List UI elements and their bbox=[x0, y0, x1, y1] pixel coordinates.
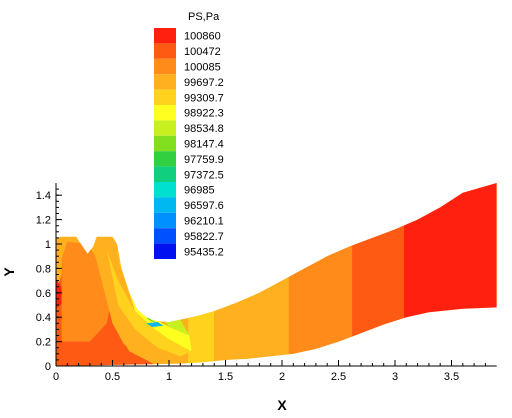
contour-band-3 bbox=[352, 183, 405, 366]
contour-region-6 bbox=[123, 268, 190, 336]
y-tick-label-0: 0 bbox=[45, 361, 51, 373]
legend-label-4: 99309.7 bbox=[184, 92, 224, 104]
x-tick-label-4: 2 bbox=[279, 371, 285, 383]
legend-label-14: 95435.2 bbox=[184, 246, 224, 258]
x-tick-label-5: 2.5 bbox=[331, 371, 346, 383]
legend-swatch-9 bbox=[154, 166, 176, 182]
legend-label-5: 98922.3 bbox=[184, 108, 224, 120]
legend-label-10: 96985 bbox=[184, 185, 215, 197]
y-tick-label-4: 0.8 bbox=[36, 263, 51, 275]
contour-region-5 bbox=[112, 240, 192, 352]
contour-region-8 bbox=[146, 322, 164, 327]
legend-label-7: 98147.4 bbox=[184, 139, 224, 151]
legend-swatch-12 bbox=[154, 212, 176, 229]
contour-band-4 bbox=[404, 183, 497, 366]
y-axis-title: Y bbox=[1, 267, 17, 277]
legend-swatch-6 bbox=[154, 120, 176, 136]
x-tick-label-1: 0.5 bbox=[105, 371, 120, 383]
y-tick-label-5: 1 bbox=[45, 239, 51, 251]
legend-label-13: 95822.7 bbox=[184, 231, 224, 243]
contour-band-2 bbox=[288, 183, 353, 366]
y-tick-label-6: 1.2 bbox=[36, 215, 51, 227]
contour-region-3 bbox=[92, 244, 181, 366]
contour-region-4 bbox=[106, 250, 192, 357]
legend-label-6: 98534.8 bbox=[184, 123, 224, 135]
contour-field bbox=[56, 183, 497, 366]
legend-swatch-1 bbox=[154, 43, 176, 59]
x-tick-label-7: 3.5 bbox=[444, 371, 459, 383]
legend-swatch-8 bbox=[154, 151, 176, 167]
y-tick-label-7: 1.4 bbox=[36, 190, 51, 202]
legend-swatch-14 bbox=[154, 243, 176, 259]
legend-title: PS,Pa bbox=[188, 11, 220, 23]
x-tick-label-3: 1.5 bbox=[218, 371, 233, 383]
legend-swatch-13 bbox=[154, 228, 176, 244]
legend-label-9: 97372.5 bbox=[184, 169, 224, 181]
x-tick-label-0: 0 bbox=[53, 371, 59, 383]
legend-label-1: 100472 bbox=[184, 46, 221, 58]
legend-label-12: 96210.1 bbox=[184, 216, 224, 228]
legend-label-0: 100860 bbox=[184, 31, 221, 43]
x-axis-title: X bbox=[277, 397, 287, 413]
x-tick-label-2: 1 bbox=[166, 371, 172, 383]
legend-swatch-5 bbox=[154, 105, 176, 121]
legend-label-3: 99697.2 bbox=[184, 77, 224, 89]
y-tick-label-1: 0.2 bbox=[36, 337, 51, 349]
legend-swatch-0 bbox=[154, 28, 176, 44]
legend-swatch-4 bbox=[154, 89, 176, 105]
contour-band-1 bbox=[214, 183, 289, 366]
y-tick-label-2: 0.4 bbox=[36, 312, 51, 324]
y-tick-label-3: 0.6 bbox=[36, 288, 51, 300]
contour-region-1 bbox=[56, 278, 63, 309]
legend-swatch-11 bbox=[154, 197, 176, 213]
legend-label-11: 96597.6 bbox=[184, 200, 224, 212]
legend-swatch-7 bbox=[154, 135, 176, 152]
legend-label-8: 97759.9 bbox=[184, 154, 224, 166]
legend-swatch-10 bbox=[154, 182, 176, 198]
legend-swatch-3 bbox=[154, 74, 176, 90]
legend-swatch-2 bbox=[154, 58, 176, 75]
legend-label-2: 100085 bbox=[184, 62, 221, 74]
x-tick-label-6: 3 bbox=[392, 371, 398, 383]
